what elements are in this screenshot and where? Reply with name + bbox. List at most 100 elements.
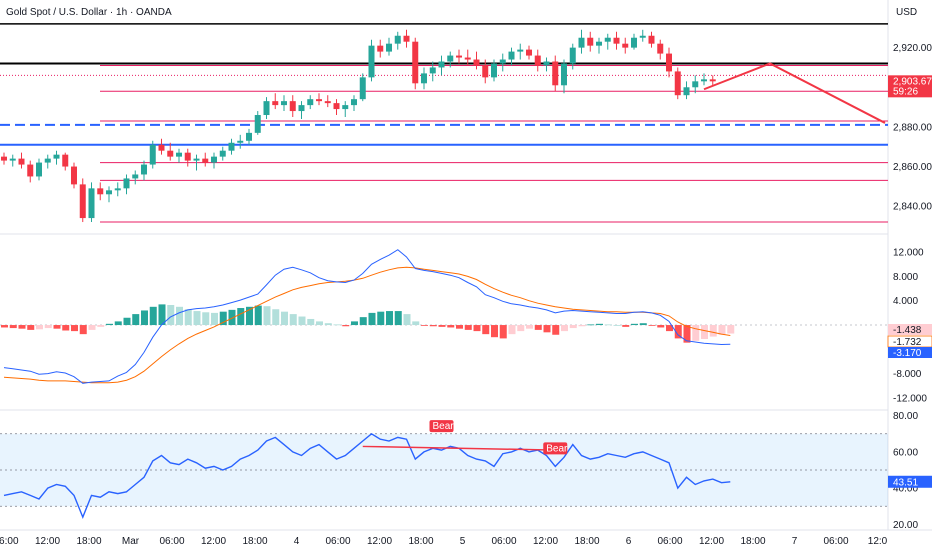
macd-histogram-bar[interactable] xyxy=(456,325,463,329)
candle-body[interactable] xyxy=(263,101,270,116)
macd-histogram-bar[interactable] xyxy=(176,306,183,326)
currency-label[interactable]: USD xyxy=(896,7,917,18)
macd-histogram-bar[interactable] xyxy=(71,325,78,332)
macd-histogram-bar[interactable] xyxy=(447,325,455,328)
macd-histogram-bar[interactable] xyxy=(482,325,490,335)
candle-body[interactable] xyxy=(184,152,191,161)
candle-body[interactable] xyxy=(394,35,401,44)
macd-histogram-bar[interactable] xyxy=(27,325,35,330)
macd-histogram-bar[interactable] xyxy=(491,325,498,338)
macd-line[interactable] xyxy=(3,249,731,384)
candle-body[interactable] xyxy=(289,101,296,112)
macd-histogram-bar[interactable] xyxy=(613,325,621,326)
candle-body[interactable] xyxy=(211,156,217,163)
candle-body[interactable] xyxy=(482,65,489,78)
macd-histogram-bar[interactable] xyxy=(639,323,647,326)
macd-value-tag-histogram[interactable] xyxy=(888,324,932,335)
macd-histogram-bar[interactable] xyxy=(316,321,323,326)
macd-pane[interactable]: 12.000 8.000 4.000 -8.000 -12.000 -1.438-1.73… xyxy=(0,248,932,405)
macd-histogram-bar[interactable] xyxy=(412,321,420,326)
macd-histogram-bar[interactable] xyxy=(9,325,17,329)
macd-histogram-bar[interactable] xyxy=(657,325,665,328)
macd-histogram-bar[interactable] xyxy=(727,325,735,334)
macd-histogram-bar[interactable] xyxy=(561,325,568,332)
candle-body[interactable] xyxy=(587,37,594,46)
candle-body[interactable] xyxy=(158,144,165,151)
rsi-line[interactable] xyxy=(3,432,731,519)
macd-histogram-bar[interactable] xyxy=(421,325,428,326)
macd-histogram-bar[interactable] xyxy=(622,325,630,327)
macd-histogram-bar[interactable] xyxy=(701,325,708,340)
candle-body[interactable] xyxy=(53,154,60,159)
candle-body[interactable] xyxy=(622,43,629,48)
bear-signal-tag[interactable] xyxy=(543,442,568,455)
macd-value-tag-macd[interactable] xyxy=(888,347,932,358)
macd-histogram-bar[interactable] xyxy=(1,325,8,328)
macd-histogram-bar[interactable] xyxy=(359,317,367,326)
projection-path[interactable] xyxy=(703,62,886,124)
candle-body[interactable] xyxy=(351,99,357,106)
macd-histogram-bar[interactable] xyxy=(438,325,446,327)
candle-body[interactable] xyxy=(456,55,462,58)
candle-body[interactable] xyxy=(123,178,130,189)
macd-histogram-bar[interactable] xyxy=(534,325,542,330)
candle-body[interactable] xyxy=(517,49,524,52)
macd-histogram-bar[interactable] xyxy=(596,323,603,326)
macd-histogram-bar[interactable] xyxy=(36,325,43,330)
rsi-divergence-line[interactable] xyxy=(362,445,556,451)
macd-histogram-bar[interactable] xyxy=(604,324,612,326)
candle-body[interactable] xyxy=(1,156,7,161)
candle-body[interactable] xyxy=(526,49,532,56)
macd-histogram-bar[interactable] xyxy=(351,321,358,326)
candle-body[interactable] xyxy=(569,47,576,64)
macd-histogram-bar[interactable] xyxy=(202,312,210,326)
macd-histogram-bar[interactable] xyxy=(666,325,673,332)
macd-histogram-bar[interactable] xyxy=(552,325,560,335)
macd-histogram-bar[interactable] xyxy=(184,309,192,326)
macd-signal-line[interactable] xyxy=(3,266,731,384)
macd-histogram-bar[interactable] xyxy=(158,304,166,326)
macd-histogram-bar[interactable] xyxy=(123,317,131,326)
candle-body[interactable] xyxy=(246,132,252,141)
candle-body[interactable] xyxy=(377,45,384,52)
macd-histogram-bar[interactable] xyxy=(167,304,175,326)
candle-body[interactable] xyxy=(149,144,156,165)
macd-histogram-bar[interactable] xyxy=(53,325,61,329)
candle-body[interactable] xyxy=(359,77,366,100)
candle-body[interactable] xyxy=(561,63,567,86)
macd-histogram-bar[interactable] xyxy=(106,323,113,326)
candle-body[interactable] xyxy=(97,188,104,195)
macd-histogram-bar[interactable] xyxy=(79,325,87,335)
macd-histogram-bar[interactable] xyxy=(237,308,245,326)
macd-histogram-bar[interactable] xyxy=(219,311,227,326)
macd-histogram-bar[interactable] xyxy=(631,323,638,326)
candle-body[interactable] xyxy=(648,35,655,44)
candle-body[interactable] xyxy=(657,43,664,54)
macd-histogram-bar[interactable] xyxy=(97,325,105,327)
macd-histogram-bar[interactable] xyxy=(429,325,437,327)
candle-body[interactable] xyxy=(106,190,112,195)
macd-histogram-bar[interactable] xyxy=(517,325,525,332)
candle-body[interactable] xyxy=(316,99,322,102)
candle-body[interactable] xyxy=(342,105,349,110)
candle-body[interactable] xyxy=(674,71,681,96)
macd-histogram-bar[interactable] xyxy=(674,325,682,339)
candle-body[interactable] xyxy=(272,101,279,106)
candle-body[interactable] xyxy=(639,35,646,38)
macd-histogram-bar[interactable] xyxy=(149,306,157,326)
macd-histogram-bar[interactable] xyxy=(333,324,341,326)
macd-histogram-bar[interactable] xyxy=(141,310,148,326)
candle-body[interactable] xyxy=(79,184,86,219)
candle-body[interactable] xyxy=(421,73,427,84)
candle-body[interactable] xyxy=(429,67,436,74)
candle-body[interactable] xyxy=(62,154,69,167)
candle-body[interactable] xyxy=(219,150,226,157)
macd-histogram-bar[interactable] xyxy=(508,325,516,335)
rsi-pane[interactable]: Bear Bear 80.00 60.00 40.00 20.00 43.51 xyxy=(0,411,932,531)
candle-body[interactable] xyxy=(324,101,331,104)
macd-histogram-bar[interactable] xyxy=(526,325,533,329)
macd-histogram-bar[interactable] xyxy=(587,324,595,326)
macd-histogram-bar[interactable] xyxy=(324,323,332,326)
macd-histogram-bar[interactable] xyxy=(692,325,700,341)
macd-histogram-bar[interactable] xyxy=(648,325,656,326)
